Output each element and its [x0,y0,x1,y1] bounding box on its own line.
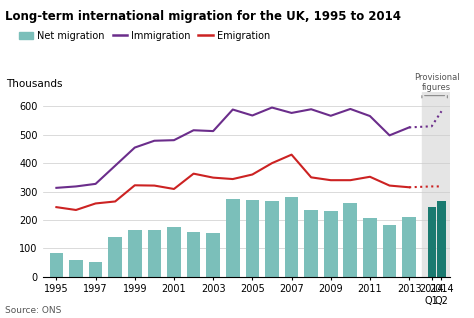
Bar [206,233,220,277]
Bar [344,203,357,277]
Bar [422,92,450,277]
Text: Source: ONS: Source: ONS [5,306,61,315]
Text: Long-term international migration for the UK, 1995 to 2014: Long-term international migration for th… [5,10,401,23]
Text: Provisional
figures: Provisional figures [414,73,459,92]
Bar [128,230,142,277]
Bar [89,262,102,277]
Bar [304,210,318,277]
Bar [69,259,83,277]
Bar [187,232,201,277]
Bar [49,253,63,277]
Bar [167,227,181,277]
Bar [428,207,436,277]
Legend: Net migration, Immigration, Emigration: Net migration, Immigration, Emigration [15,27,274,45]
Bar [109,237,122,277]
Bar [383,225,396,277]
Bar [246,200,259,277]
Bar [402,217,416,277]
Bar [285,197,299,277]
Bar [324,211,337,277]
Bar [438,202,446,277]
Bar [226,199,240,277]
Text: Thousands: Thousands [6,79,63,88]
Bar [363,218,377,277]
Bar [147,231,161,277]
Bar [265,202,279,277]
